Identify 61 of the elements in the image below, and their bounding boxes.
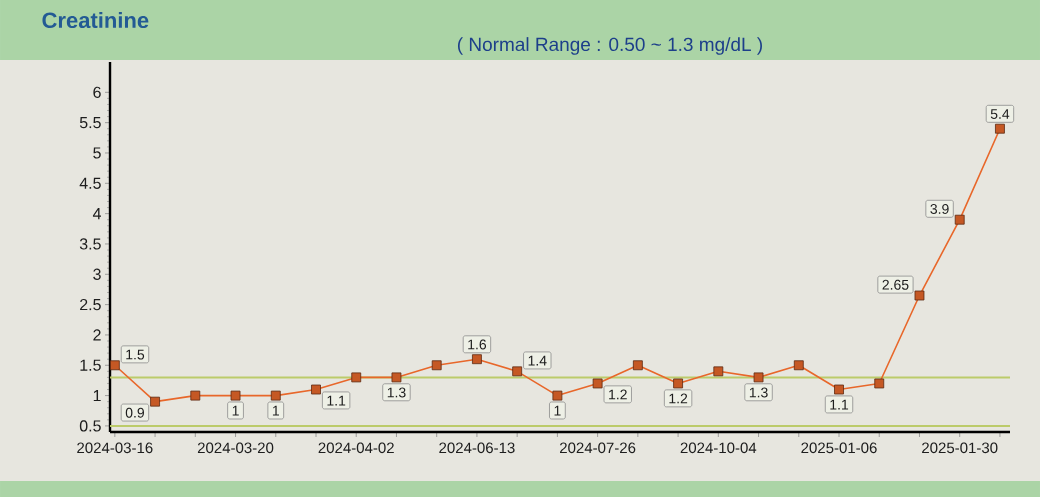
point [109,360,120,371]
x-tick-label: 2024-10-04 [680,442,757,454]
y-tick-label: 5 [93,147,101,159]
data-label: 1.2 [609,389,627,400]
point [673,378,683,389]
y-tick-label: 4 [92,208,101,220]
x-tick-label: 2025-01-06 [801,442,877,454]
y-tick-label: 0.5 [79,420,101,432]
point [351,372,362,383]
y-tick-label: 3 [93,268,101,280]
data-label: 1.2 [669,393,688,404]
data-label: 1.3 [387,387,406,398]
point [632,360,643,371]
chart-subtitle: ( Normal Range : 0.50 ~ 1.3 mg/dL ) [457,37,762,55]
x-tick-label: 2024-06-13 [439,442,515,454]
y-tick-label: 2.5 [80,298,101,311]
x-tick-label: 2024-04-02 [318,442,394,454]
point [592,378,603,389]
data-label: 1.6 [468,339,487,350]
point [150,396,160,407]
point [874,378,885,389]
y-tick-label: 1.5 [80,359,101,371]
y-tick-label: 5.5 [79,117,101,129]
data-label: 1.3 [749,387,768,398]
y-tick-label: 6 [93,86,101,98]
x-tick-label: 2024-07-26 [560,442,636,454]
point [431,360,442,371]
y-tick-label: 4.5 [79,177,101,189]
y-tick-label: 3.5 [79,238,101,250]
data-label: 1.1 [327,395,346,406]
point [834,384,844,395]
point [954,214,965,225]
point [914,290,925,301]
point [472,354,482,365]
point [391,372,402,383]
point [995,123,1005,134]
data-label: 5.4 [990,109,1010,119]
data-label: 1 [554,405,561,416]
data-label: 1 [232,405,239,416]
point [512,366,523,377]
data-label: 0.9 [125,407,145,418]
point [713,366,724,377]
x-tick-label: 2024-03-16 [77,442,153,454]
data-label: 2.65 [882,279,909,290]
point [753,372,764,383]
point [552,390,563,401]
x-tick-label: 2025-01-30 [922,442,998,454]
data-label: 1.1 [830,399,849,410]
point [230,390,241,401]
chart-title: Creatinine [42,11,149,29]
data-label: 1 [272,405,279,416]
data-label: 3.9 [930,204,949,214]
y-tick-label: 2 [93,329,101,341]
y-tick-label: 1 [93,390,101,402]
point [311,384,321,395]
data-label: 1.4 [528,355,547,366]
point [270,390,281,401]
point [793,360,804,371]
data-label: 1.5 [126,349,145,360]
point [190,390,201,401]
x-tick-label: 2024-03-20 [197,442,274,454]
